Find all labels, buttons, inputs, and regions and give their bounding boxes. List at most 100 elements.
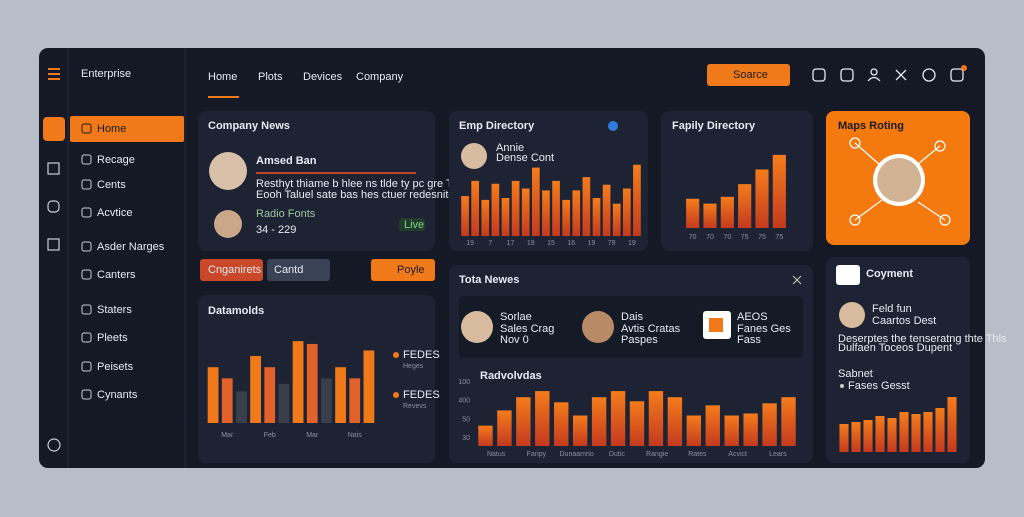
chart-title: Datamolds <box>208 305 264 317</box>
person-role: Fanes Ges <box>737 323 791 335</box>
nav-link[interactable]: Staters <box>97 304 132 316</box>
nav-icon <box>81 123 92 134</box>
chart-title: Fapily Directory <box>672 120 756 132</box>
side-icons[interactable] <box>47 162 61 452</box>
bar <box>667 397 683 446</box>
bar <box>582 177 591 236</box>
bar <box>562 199 571 236</box>
bar <box>612 203 621 236</box>
toolbar-icons[interactable] <box>812 68 964 82</box>
dropdown[interactable] <box>267 259 330 281</box>
y-tick-label: 50 <box>462 416 470 423</box>
bar <box>481 199 490 236</box>
bar <box>516 397 531 446</box>
nav-link[interactable]: Home <box>97 123 126 135</box>
x-tick-label: 75 <box>775 234 783 241</box>
nav-link[interactable]: Cynants <box>97 389 138 401</box>
bar <box>335 367 346 423</box>
bar <box>554 402 569 446</box>
bar <box>535 391 550 446</box>
nav-icon <box>81 269 92 280</box>
x-tick-label: 19 <box>628 240 636 247</box>
nav-item[interactable]: Home <box>208 71 237 83</box>
avatar <box>214 210 242 238</box>
x-tick-label: 19 <box>527 240 535 247</box>
person-note: Nov 0 <box>500 334 529 346</box>
x-tick-label: 7 <box>488 240 492 247</box>
search-button[interactable] <box>707 64 790 86</box>
search-label: Soarce <box>733 69 768 81</box>
x-tick-label: Acvict <box>728 451 747 458</box>
bar <box>292 341 304 423</box>
bar <box>471 180 480 236</box>
bar <box>743 413 758 446</box>
menu-icon[interactable] <box>48 68 60 80</box>
bar <box>521 188 530 236</box>
x-tick-label: 15 <box>547 240 555 247</box>
nav-item[interactable]: Devices <box>303 71 343 83</box>
x-tick-label: Nais <box>348 432 363 439</box>
bar <box>633 164 641 236</box>
bar <box>935 408 945 452</box>
button-label: Cnganirets <box>208 264 262 276</box>
nav-icon <box>81 179 92 190</box>
bar <box>839 424 849 452</box>
label: Radio Fonts <box>256 208 316 220</box>
legend-label: FEDES <box>403 349 440 361</box>
desc: Dulfaen Toceos Dupent <box>838 342 952 354</box>
chart-title: Radvolvdas <box>480 370 542 382</box>
side-icon-active[interactable] <box>43 117 65 141</box>
nav-icon <box>81 207 92 218</box>
person-name: Feld fun <box>872 303 912 315</box>
nav-link[interactable]: Peisets <box>97 361 134 373</box>
bar <box>221 378 233 423</box>
person-name: Dais <box>621 311 644 323</box>
nav-item[interactable]: Plots <box>258 71 283 83</box>
bar <box>911 414 921 452</box>
avatar <box>839 302 865 328</box>
bar <box>250 356 261 423</box>
item: Fases Gesst <box>848 380 910 392</box>
nav-item[interactable]: Company <box>356 71 404 83</box>
bar <box>762 403 777 446</box>
avatar <box>461 311 493 343</box>
button[interactable] <box>371 259 435 281</box>
nav-link[interactable]: Pleets <box>97 332 128 344</box>
bar <box>720 196 734 228</box>
bar <box>947 397 957 452</box>
bar <box>875 416 885 452</box>
nav-link[interactable]: Canters <box>97 269 136 281</box>
legend-label: FEDES <box>403 389 440 401</box>
card <box>198 111 435 251</box>
button-label: Poyle <box>397 264 425 276</box>
x-tick-label: 70 <box>706 234 714 241</box>
nav-active[interactable] <box>70 116 184 142</box>
bar <box>629 401 645 446</box>
button[interactable] <box>200 259 263 281</box>
nav-link[interactable]: Cents <box>97 179 126 191</box>
nav-link[interactable]: Asder Narges <box>97 241 165 253</box>
bar <box>461 196 469 236</box>
bar <box>592 198 601 236</box>
nav-link[interactable]: Recage <box>97 154 135 166</box>
person-note: Fass <box>737 334 761 346</box>
x-tick-label: Mar <box>306 432 319 439</box>
y-tick-label: 400 <box>458 398 470 405</box>
x-tick-label: 19 <box>588 240 596 247</box>
number: 34 - 229 <box>256 224 296 236</box>
close-icon[interactable] <box>792 275 802 285</box>
nav-link[interactable]: Acvtice <box>97 207 132 219</box>
bar <box>705 405 720 446</box>
person-role: Avtis Cratas <box>621 323 681 335</box>
x-tick-label: 70 <box>689 234 697 241</box>
badge <box>399 218 425 231</box>
card-title: Company News <box>208 120 290 132</box>
bar <box>648 391 664 446</box>
legend-dot <box>393 392 399 398</box>
bar <box>349 378 361 423</box>
bar <box>887 418 897 452</box>
bullet <box>840 384 844 388</box>
x-tick-label: Feb <box>264 432 276 439</box>
bar <box>622 188 631 236</box>
